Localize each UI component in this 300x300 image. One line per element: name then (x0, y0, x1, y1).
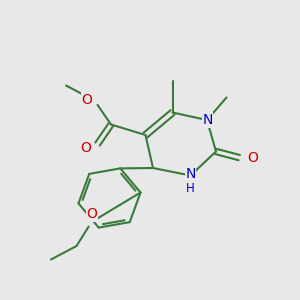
Text: N: N (202, 113, 213, 127)
Text: O: O (87, 207, 98, 221)
Text: N: N (185, 167, 196, 181)
Text: O: O (81, 141, 92, 155)
Text: O: O (247, 152, 258, 165)
Text: H: H (186, 182, 195, 195)
Text: O: O (81, 93, 92, 107)
